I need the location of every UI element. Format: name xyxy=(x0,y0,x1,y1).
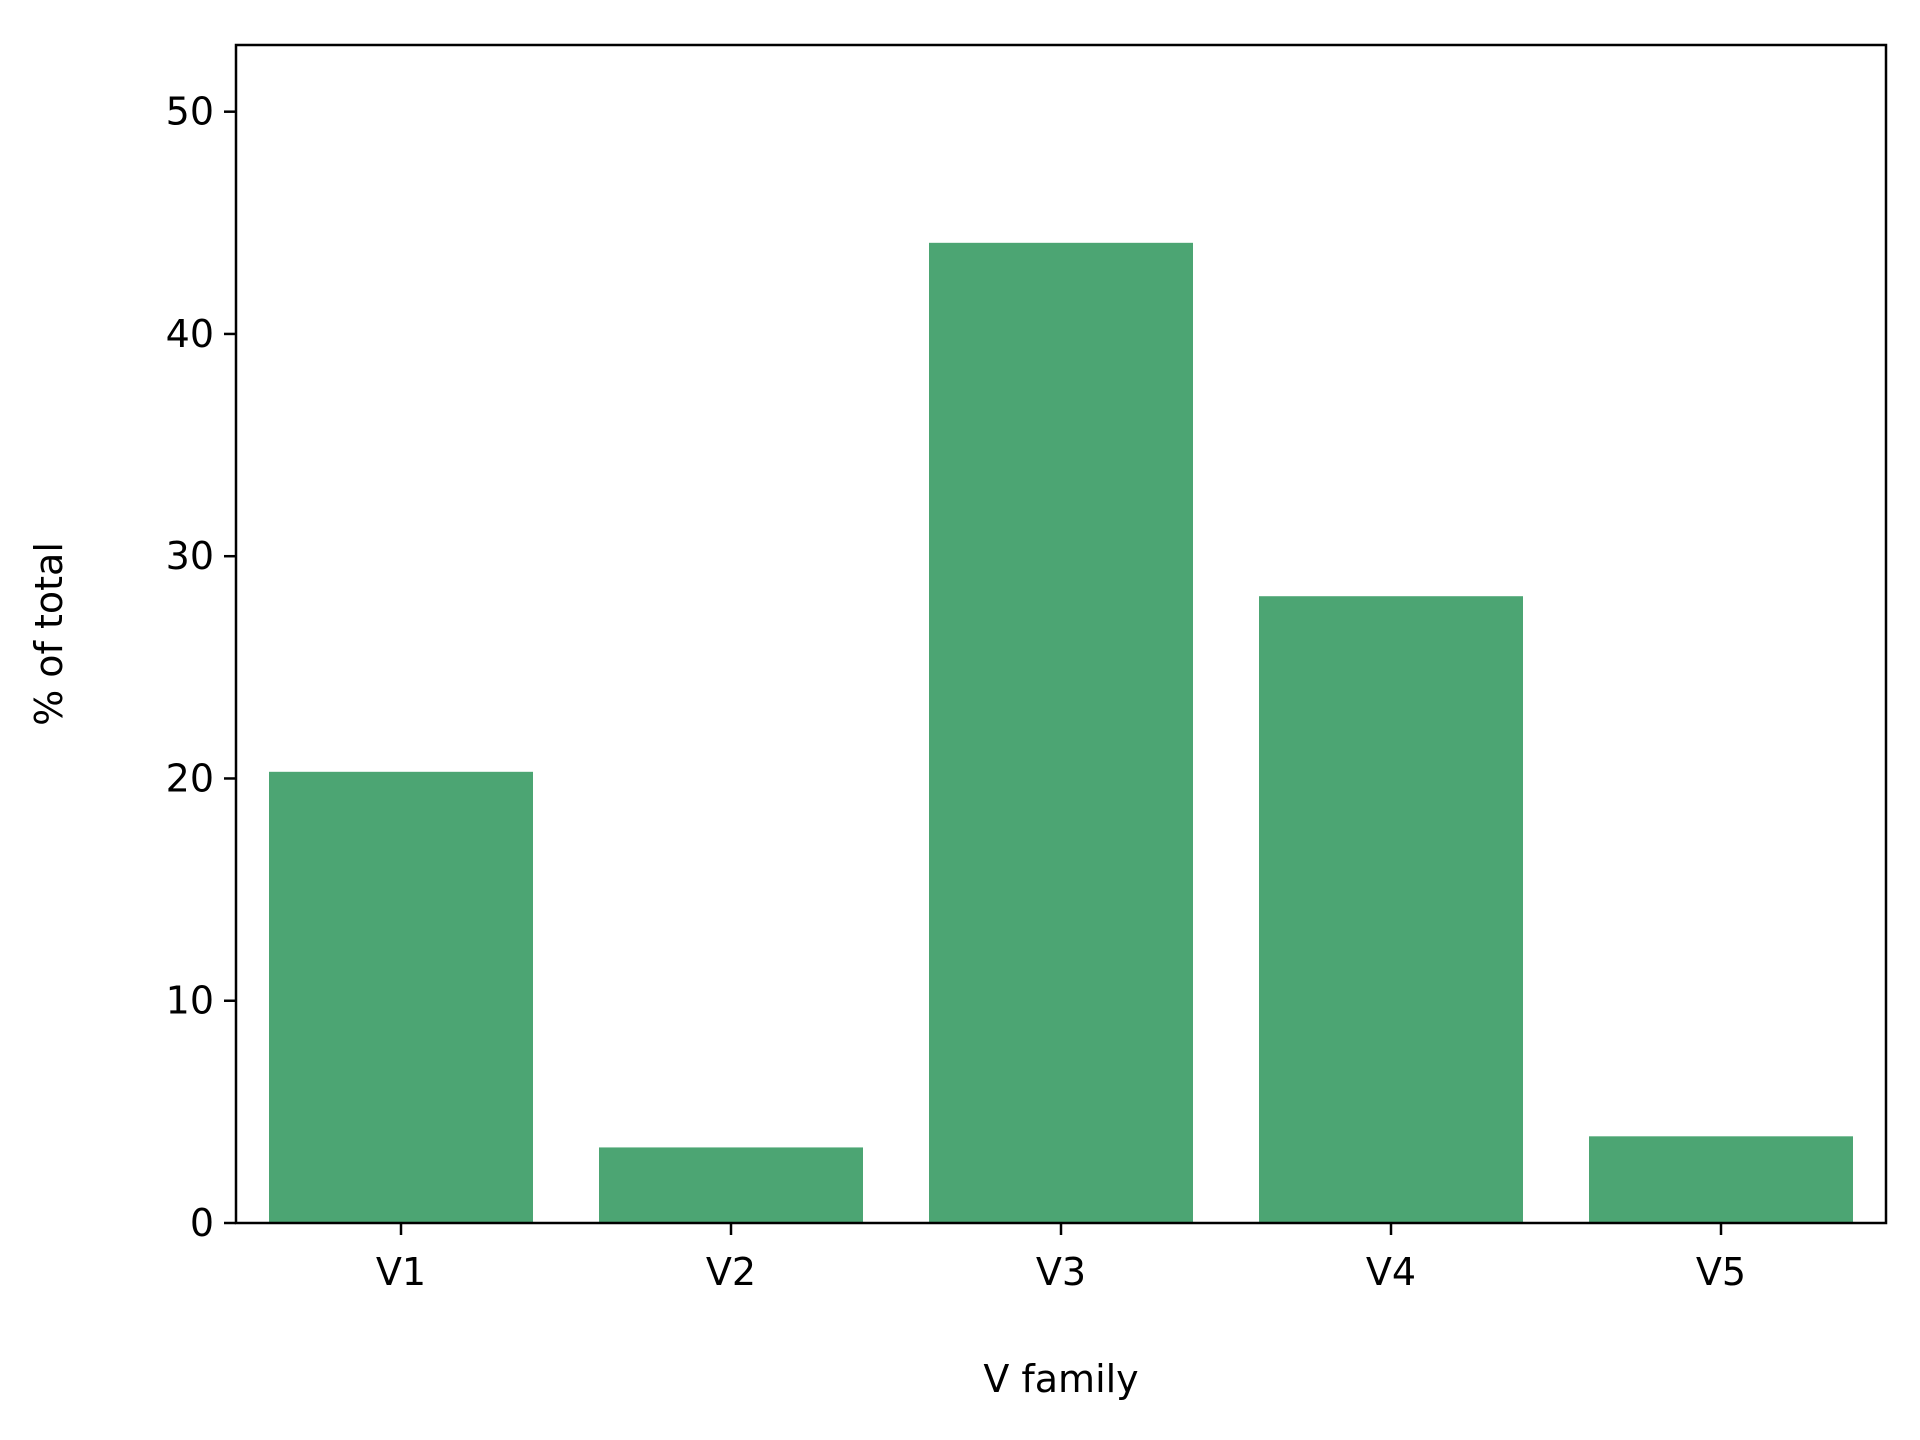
x-tick-label: V2 xyxy=(706,1250,756,1294)
bar-v1 xyxy=(269,771,533,1223)
plot-frame xyxy=(234,43,1888,1225)
x-tick-label: V4 xyxy=(1366,1250,1416,1294)
bar-v2 xyxy=(599,1147,863,1223)
y-tick-label: 20 xyxy=(166,756,214,800)
bar-v4 xyxy=(1259,596,1523,1223)
bar-v5 xyxy=(1589,1136,1853,1223)
y-tick-label: 30 xyxy=(166,534,214,578)
x-tick-label: V3 xyxy=(1036,1250,1086,1294)
y-axis-label: % of total xyxy=(27,542,71,726)
x-axis-ticks: V1 V2 V3 V4 V5 xyxy=(376,1223,1746,1294)
bar-v3 xyxy=(929,242,1193,1224)
y-tick-label: 0 xyxy=(190,1201,214,1245)
x-tick-label: V1 xyxy=(376,1250,426,1294)
y-axis-ticks: 0 10 20 30 40 50 xyxy=(166,90,236,1245)
y-tick-label: 40 xyxy=(166,312,214,356)
y-tick-label: 50 xyxy=(166,90,214,134)
x-axis-label: V family xyxy=(983,1357,1138,1401)
x-tick-label: V5 xyxy=(1696,1250,1746,1294)
y-tick-label: 10 xyxy=(166,979,214,1023)
bars-layer xyxy=(269,242,1853,1224)
